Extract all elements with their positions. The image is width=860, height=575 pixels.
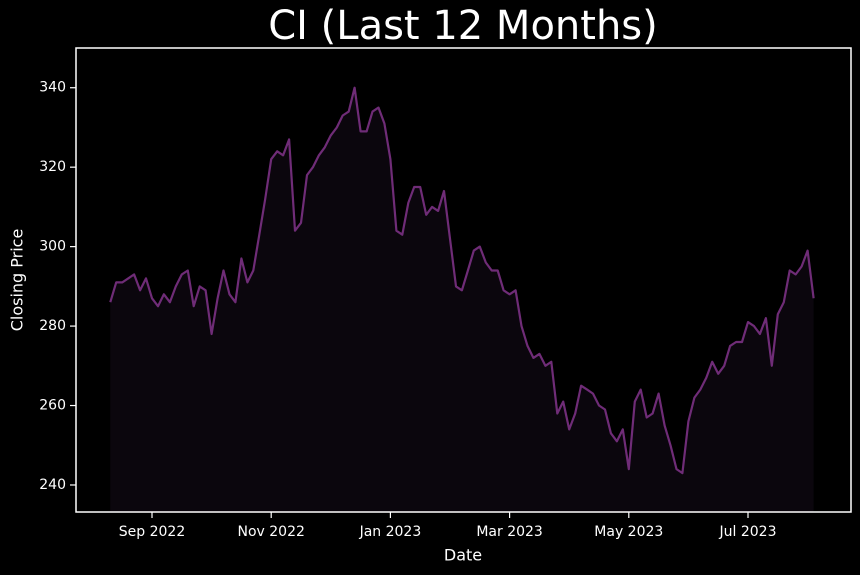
y-tick-label: 300: [39, 239, 66, 255]
x-tick-label: May 2023: [594, 524, 663, 540]
x-axis-label: Date: [444, 546, 482, 565]
x-tick-label: Jan 2023: [359, 524, 422, 540]
x-tick-label: Jul 2023: [719, 524, 777, 540]
line: [109, 86, 815, 475]
x-tick-label: Mar 2023: [476, 524, 543, 540]
x-tick-label: Sep 2022: [119, 524, 185, 540]
y-tick-label: 260: [39, 398, 66, 414]
chart-title: CI (Last 12 Months): [268, 3, 658, 49]
y-tick-label: 280: [39, 318, 66, 334]
y-tick-label: 340: [39, 80, 66, 96]
plot-frame: [75, 47, 852, 513]
area: [110, 87, 814, 512]
y-axis-label: Closing Price: [8, 229, 27, 332]
y-tick-label: 240: [39, 477, 66, 493]
y-tick-label: 320: [39, 159, 66, 175]
x-tick-label: Nov 2022: [237, 524, 304, 540]
